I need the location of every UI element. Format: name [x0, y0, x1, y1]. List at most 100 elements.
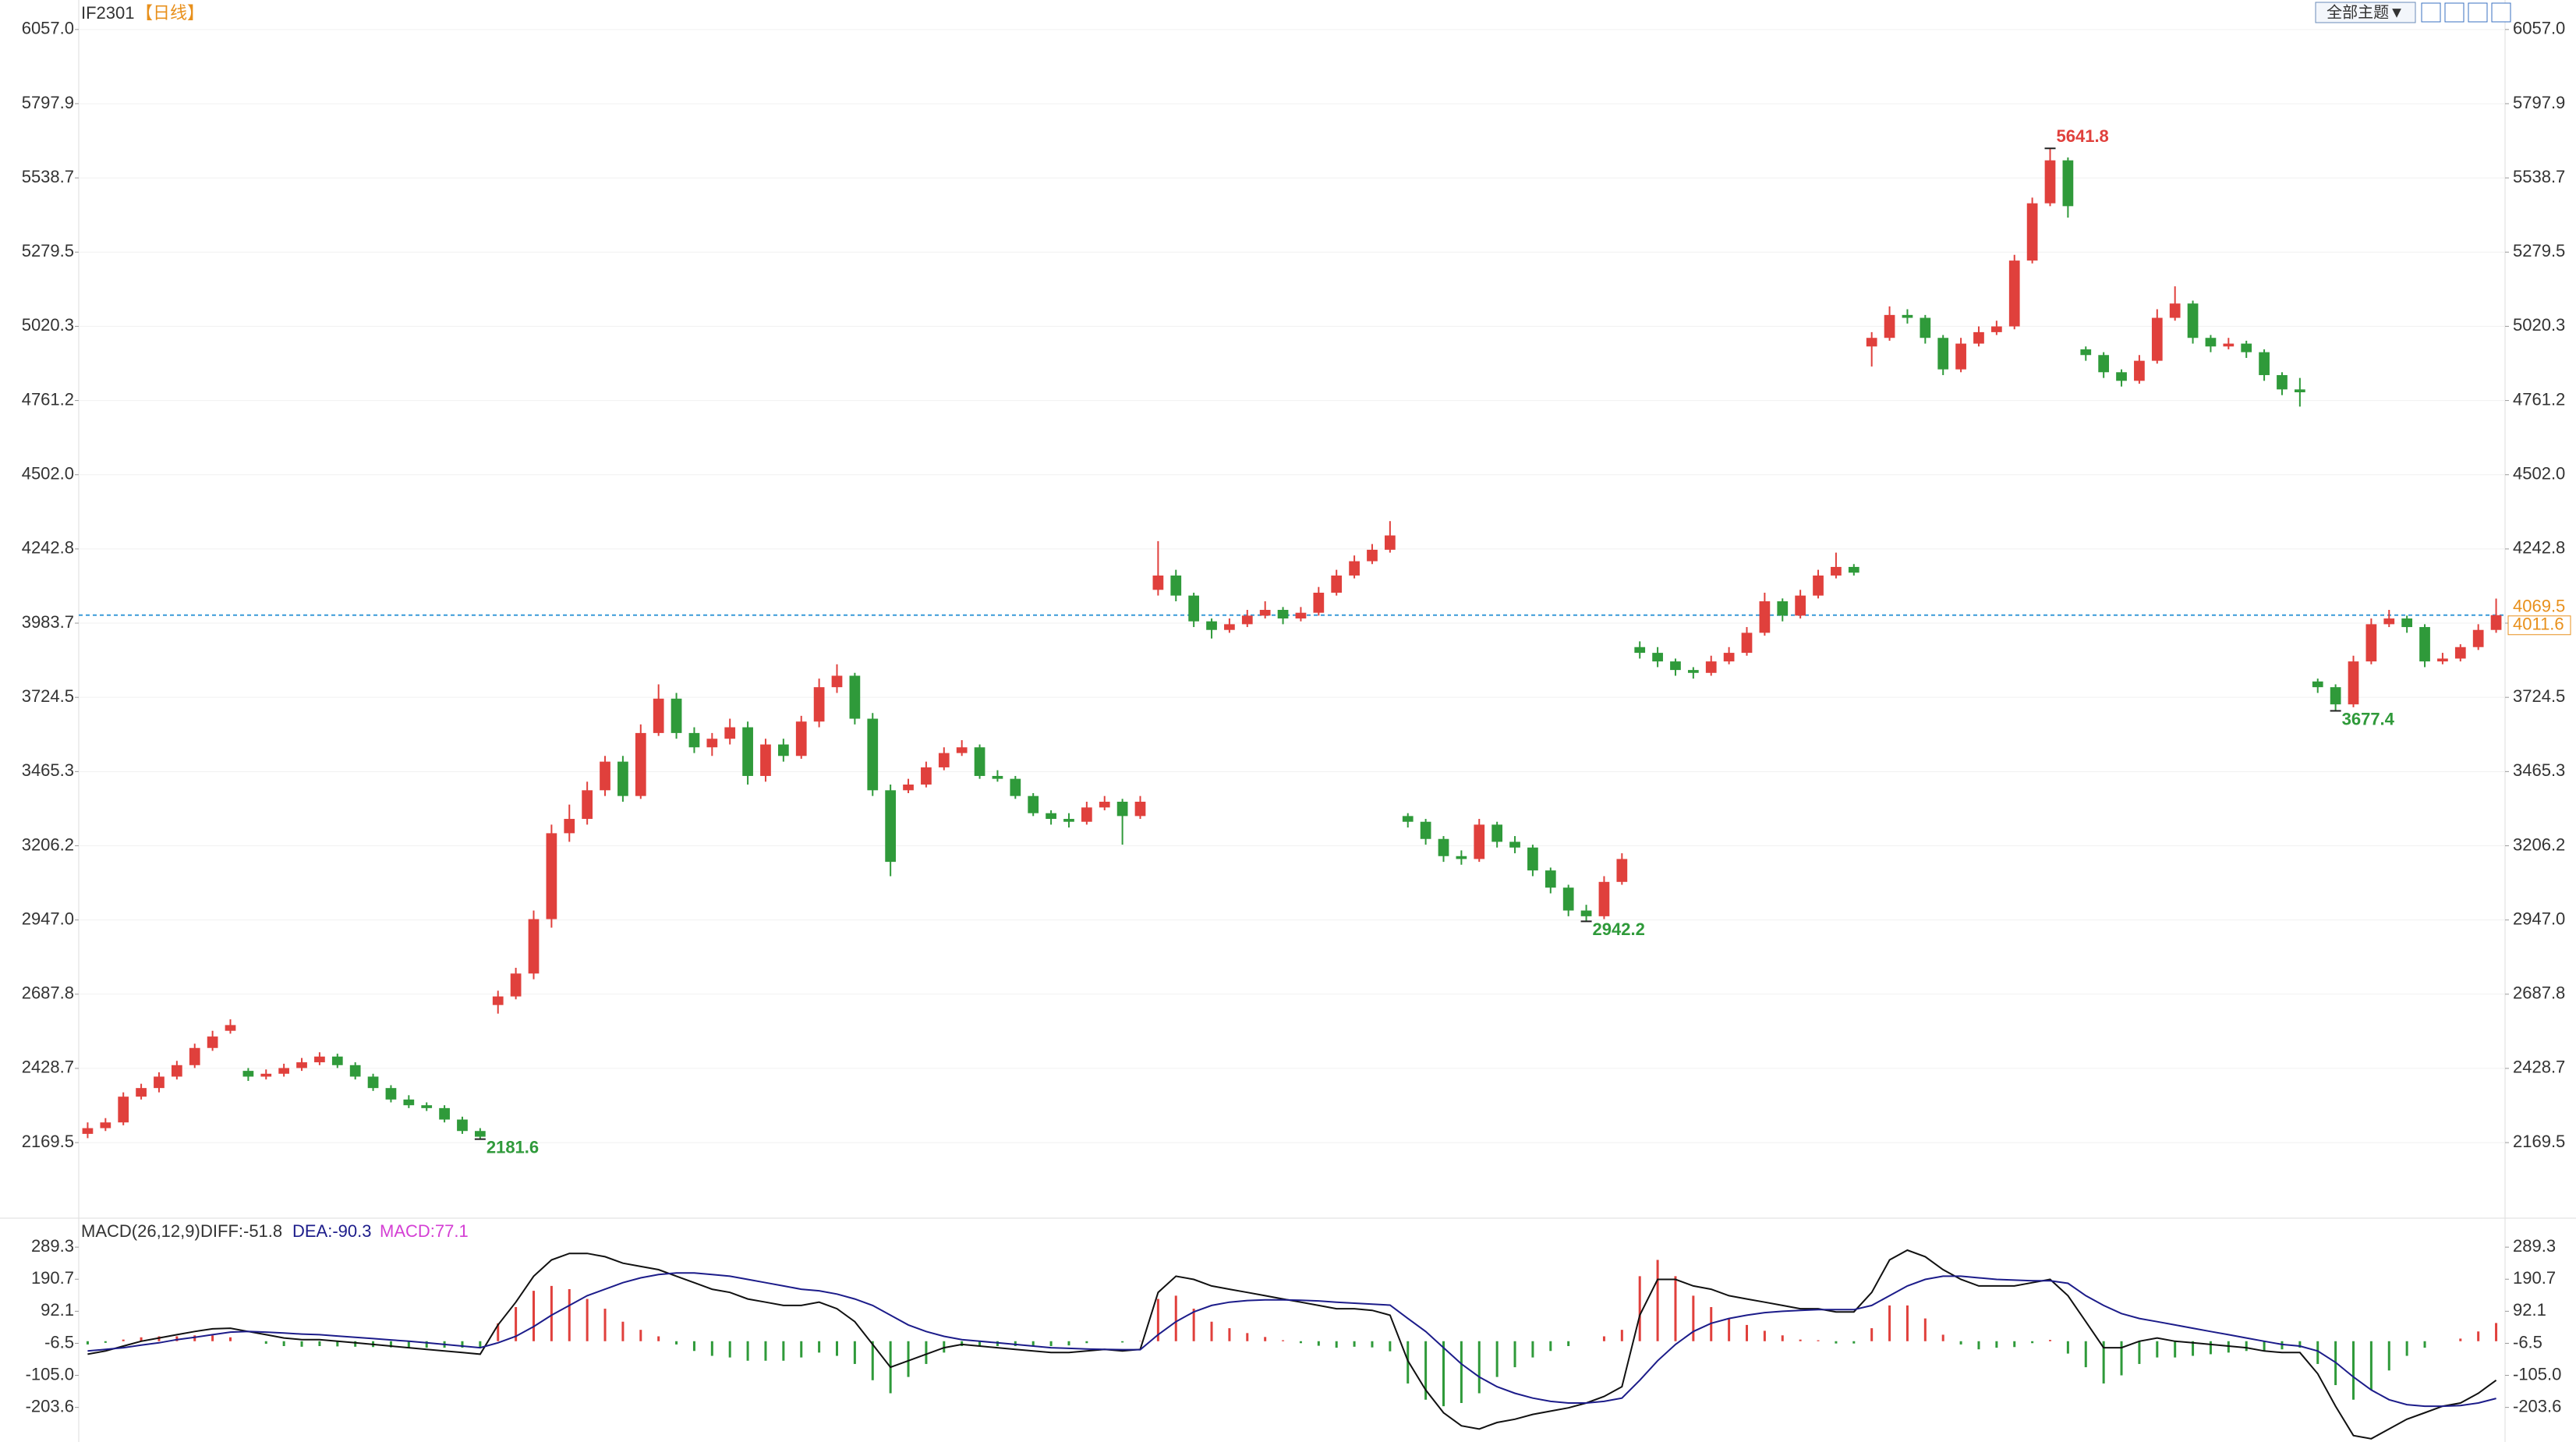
- candle-body: [1224, 624, 1235, 630]
- candle-body: [331, 1056, 343, 1065]
- candle-body: [1241, 615, 1253, 625]
- macd-title: MACD(26,12,9): [81, 1221, 200, 1241]
- candle-body: [1937, 338, 1949, 370]
- y-tick-label: -203.6: [26, 1396, 74, 1415]
- candle-body: [439, 1107, 450, 1120]
- candle-body: [1277, 610, 1289, 619]
- y-tick-label: 289.3: [31, 1236, 74, 1256]
- y-tick-label: 3206.2: [2513, 834, 2565, 854]
- y-tick-label: 3724.5: [22, 686, 74, 706]
- candle-body: [2026, 203, 2038, 261]
- last-price-box: [2507, 615, 2571, 636]
- y-tick-label: 190.7: [31, 1268, 74, 1288]
- toolbar: 全部主题▼: [2315, 2, 2511, 23]
- candle-body: [653, 698, 664, 733]
- candle-body: [1741, 632, 1753, 654]
- candle-body: [1813, 575, 1824, 596]
- extreme-label: 3677.4: [2342, 709, 2395, 728]
- candle-body: [314, 1056, 325, 1063]
- layout-icon[interactable]: [2468, 2, 2488, 23]
- candle-body: [2259, 352, 2270, 375]
- extreme-label: 5641.8: [2057, 126, 2109, 146]
- candle-body: [1331, 575, 1343, 593]
- candle-body: [564, 819, 575, 834]
- candle-body: [1349, 561, 1360, 576]
- candle-body: [2223, 343, 2235, 347]
- y-tick-label: -105.0: [26, 1364, 74, 1384]
- extreme-label: 2942.2: [1593, 919, 1645, 939]
- y-tick-label: 2169.5: [22, 1132, 74, 1151]
- candle-body: [278, 1068, 290, 1074]
- candle-body: [849, 675, 861, 719]
- candle-body: [2419, 627, 2430, 662]
- candle-body: [2330, 687, 2341, 705]
- candle-body: [1723, 653, 1735, 662]
- candle-body: [1063, 819, 1074, 822]
- y-tick-label: -203.6: [2513, 1396, 2561, 1415]
- candle-body: [600, 761, 610, 791]
- candle-body: [1670, 661, 1681, 671]
- candle-body: [1116, 802, 1128, 817]
- candle-body: [1402, 816, 1414, 822]
- layout-icon[interactable]: [2491, 2, 2511, 23]
- candle-body: [635, 732, 646, 796]
- candle-body: [528, 919, 540, 974]
- candle-body: [688, 732, 700, 748]
- candle-body: [938, 753, 950, 767]
- candle-body: [100, 1122, 111, 1128]
- y-tick-label: 5020.3: [2513, 315, 2565, 335]
- y-tick-label: 5797.9: [2513, 93, 2565, 112]
- y-tick-label: 2947.0: [22, 909, 74, 928]
- y-tick-label: 3206.2: [22, 834, 74, 854]
- y-tick-label: 4502.0: [2513, 464, 2565, 484]
- candle-body: [1616, 859, 1628, 882]
- candle-body: [367, 1076, 379, 1089]
- candle-body: [1259, 610, 1271, 616]
- candle-body: [2241, 343, 2252, 353]
- y-tick-label: 190.7: [2513, 1268, 2556, 1288]
- y-tick-label: 4502.0: [22, 464, 74, 484]
- period-label: 【日线】: [136, 3, 204, 23]
- candle-body: [1152, 575, 1164, 590]
- candle-body: [1046, 813, 1056, 820]
- candle-body: [1884, 314, 1895, 338]
- candle-body: [546, 833, 557, 919]
- candle-body: [1545, 870, 1556, 888]
- y-tick-label: 2687.8: [2513, 983, 2565, 1003]
- candle-body: [1705, 661, 1717, 673]
- y-tick-label: 2947.0: [2513, 909, 2565, 928]
- candle-body: [385, 1088, 397, 1100]
- y-tick-label: 5279.5: [22, 241, 74, 260]
- candle-body: [154, 1076, 165, 1089]
- candle-body: [1456, 856, 1467, 859]
- candle-body: [1367, 549, 1378, 562]
- macd-value-label: MACD:77.1: [380, 1221, 469, 1241]
- y-tick-label: 2169.5: [2513, 1132, 2565, 1151]
- theme-button[interactable]: [2315, 2, 2416, 23]
- y-tick-label: 4761.2: [2513, 389, 2565, 409]
- candle-body: [903, 784, 914, 791]
- candle-body: [1777, 601, 1789, 616]
- candle-body: [867, 718, 879, 791]
- y-tick-label: 5538.7: [2513, 167, 2565, 186]
- y-tick-label: 4761.2: [22, 389, 74, 409]
- candle-body: [1973, 331, 1984, 344]
- candle-body: [617, 761, 628, 796]
- candle-body: [1866, 338, 1877, 347]
- candle-body: [795, 721, 807, 756]
- layout-icon[interactable]: [2421, 2, 2441, 23]
- candle-body: [2116, 372, 2127, 381]
- candle-body: [2080, 349, 2092, 356]
- y-tick-label: 2428.7: [2513, 1058, 2565, 1077]
- candle-body: [1134, 802, 1146, 817]
- y-tick-label: 3465.3: [22, 760, 74, 780]
- candle-body: [742, 727, 753, 776]
- candle-body: [1010, 778, 1021, 796]
- candle-body: [421, 1105, 433, 1108]
- candle-body: [1759, 601, 1771, 633]
- layout-icon[interactable]: [2444, 2, 2465, 23]
- candle-body: [1028, 795, 1039, 813]
- candle-body: [831, 675, 843, 688]
